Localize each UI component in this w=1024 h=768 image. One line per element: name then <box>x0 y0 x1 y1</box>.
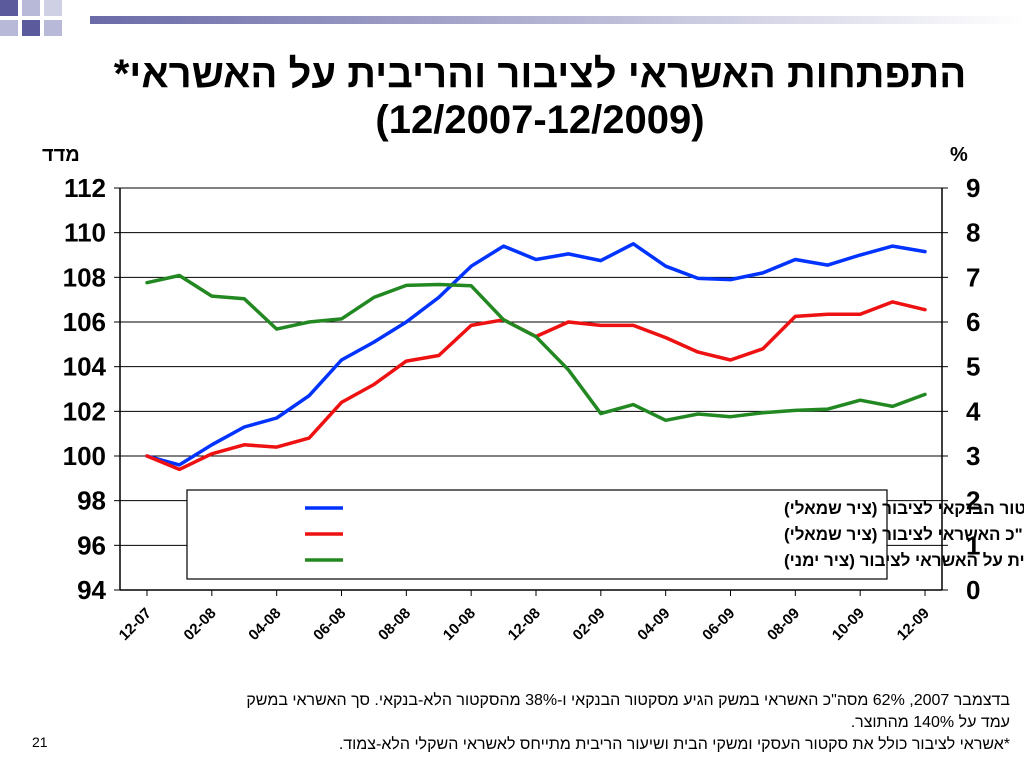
x-tick-label: 08-09 <box>764 605 803 644</box>
x-tick-label: 02-09 <box>570 605 609 644</box>
legend-label-1: אשראי מהסקטור הבנקאי לציבור (ציר שמאלי) <box>784 499 1024 518</box>
y-right-tick-label: 3 <box>966 441 980 471</box>
y-left-tick-label: 102 <box>63 396 106 426</box>
footnote-line-1: בדצמבר 2007, 62% מסה"כ האשראי במשק הגיע … <box>246 692 1010 709</box>
x-tick-label: 12-07 <box>116 605 155 644</box>
x-tick-label: 02-08 <box>181 605 220 644</box>
y-left-tick-label: 106 <box>63 307 106 337</box>
x-tick-label: 04-08 <box>245 605 284 644</box>
y-left-tick-label: 100 <box>63 441 106 471</box>
series-line-1 <box>145 242 927 467</box>
y-left-tick-label: 96 <box>77 530 106 560</box>
y-right-tick-label: 8 <box>966 218 980 248</box>
y-left-tick-label: 112 <box>64 173 106 203</box>
legend-label-3: שיעור הריבית על האשראי לציבור (ציר ימני) <box>784 551 1024 570</box>
line-chart: 112110108106104102100989694987654321012-… <box>63 173 1024 644</box>
y-right-tick-label: 1 <box>966 530 980 560</box>
y-left-tick-label: 98 <box>77 486 106 516</box>
footnote-line-3: *אשראי לציבור כולל את סקטור העסקי ומשקי … <box>338 736 1010 753</box>
legend-label-2: סה"כ האשראי לציבור (ציר שמאלי) <box>784 525 1024 544</box>
y-left-tick-label: 94 <box>77 575 106 605</box>
x-tick-label: 12-08 <box>505 605 544 644</box>
decorative-squares <box>0 0 62 36</box>
x-tick-label: 10-09 <box>829 605 868 644</box>
x-tick-label: 10-08 <box>440 605 479 644</box>
y-right-tick-label: 6 <box>966 307 980 337</box>
page-subtitle: (12/2007-12/2009) <box>375 98 705 142</box>
legend-box <box>186 489 888 580</box>
x-tick-label: 04-09 <box>634 605 673 644</box>
x-tick-label: 08-08 <box>375 605 414 644</box>
y-left-tick-label: 110 <box>64 218 106 248</box>
series-line-2 <box>145 300 927 472</box>
y-right-tick-label: 4 <box>966 396 981 426</box>
left-axis-unit: מדד <box>42 144 80 166</box>
y-right-tick-label: 9 <box>966 173 980 203</box>
slide-number: 21 <box>32 734 48 750</box>
x-tick-label: 12-09 <box>894 605 933 644</box>
footnote-line-2: עמד על 140% מהתוצר. <box>850 714 1010 731</box>
page-title: התפתחות האשראי לציבור והריבית על האשראי* <box>113 52 967 96</box>
header-gradient-bar <box>90 16 1024 24</box>
y-right-tick-label: 5 <box>966 352 980 382</box>
right-axis-unit: % <box>950 144 968 166</box>
y-right-tick-label: 2 <box>966 486 980 516</box>
series-line-3 <box>145 273 927 423</box>
y-right-tick-label: 0 <box>966 575 980 605</box>
y-right-tick-label: 7 <box>966 262 980 292</box>
y-left-tick-label: 108 <box>63 262 106 292</box>
x-tick-label: 06-09 <box>699 605 738 644</box>
y-left-tick-label: 104 <box>63 352 107 382</box>
x-tick-label: 06-08 <box>310 605 349 644</box>
